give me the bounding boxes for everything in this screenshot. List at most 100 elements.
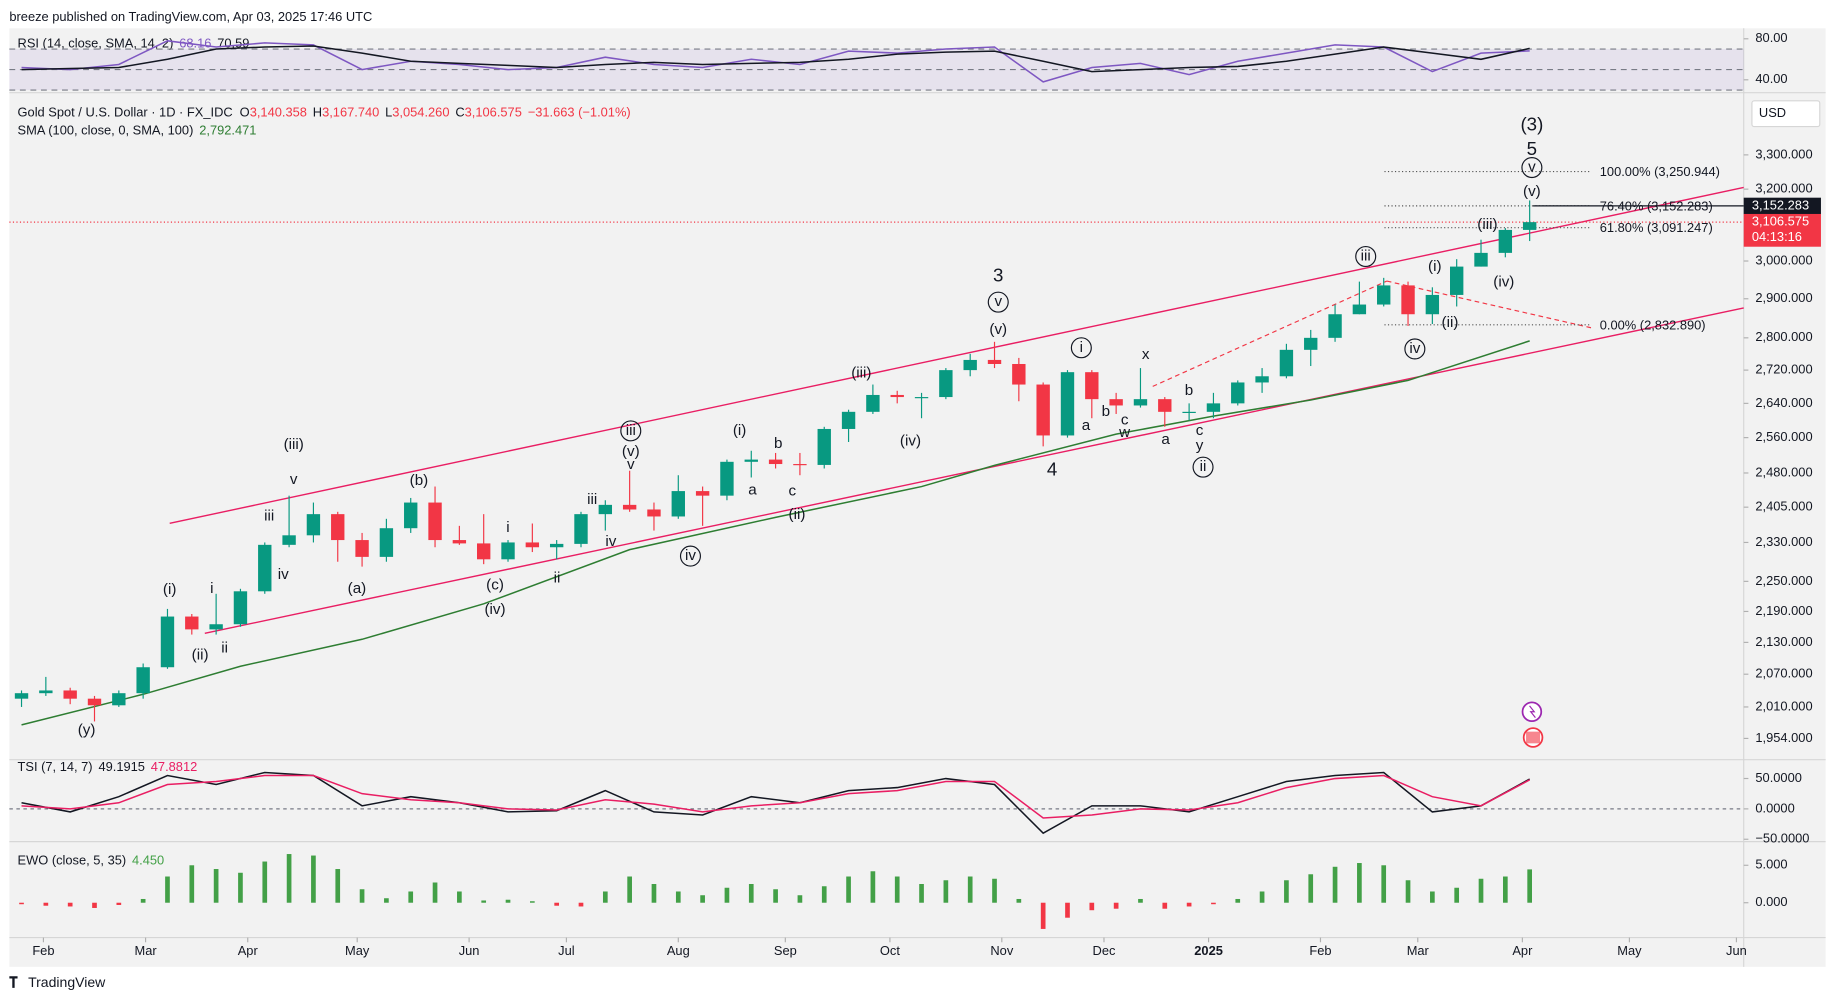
wave-label: ii [1200, 458, 1207, 475]
y-tick-label: 80.00 [1755, 30, 1787, 45]
candle-body [87, 698, 102, 706]
wave-label: v [627, 456, 635, 473]
candle-body [793, 464, 807, 466]
candle-body [1182, 411, 1196, 413]
histogram-bar [1211, 902, 1216, 905]
wave-label: (ii) [1442, 314, 1459, 331]
histogram-bar [92, 902, 97, 908]
wave-label: b [1102, 403, 1110, 420]
candle-body [671, 491, 685, 517]
candle-body [1449, 266, 1464, 295]
wave-label: ii [221, 640, 228, 657]
candle-body [477, 543, 491, 560]
candle-body [136, 667, 150, 694]
candle-body [914, 397, 929, 399]
fib-label: 100.00% (3,250.944) [1600, 164, 1720, 179]
wave-label: a [1161, 431, 1170, 448]
brand-logo [9, 976, 18, 988]
histogram-bar [432, 882, 438, 903]
x-tick-label: Sep [774, 943, 797, 958]
wave-label: (ii) [789, 506, 806, 523]
histogram-bar [1527, 869, 1533, 903]
wave-label: iii [1361, 248, 1371, 265]
currency-box[interactable] [1751, 100, 1821, 128]
candle-body [1279, 349, 1294, 377]
candle-body [1060, 372, 1075, 436]
histogram-bar [505, 899, 511, 903]
wave-circle [1355, 245, 1377, 268]
legend-value: 3,167.740 [322, 105, 379, 120]
candle-body [379, 528, 394, 557]
histogram-bar [846, 876, 851, 903]
y-tick-label: 3,200.000 [1755, 181, 1812, 196]
x-tick-label: Jun [459, 943, 480, 958]
wave-label: b [774, 435, 782, 452]
histogram-bar [384, 898, 389, 903]
wave-label: (a) [348, 580, 367, 597]
x-tick-label: May [345, 943, 370, 958]
y-tick-label: 2,070.000 [1755, 666, 1812, 681]
wave-label: (b) [410, 472, 429, 489]
candle-body [14, 693, 29, 699]
legend-key: L [385, 105, 392, 120]
histogram-bar [262, 861, 268, 903]
histogram-bar [165, 876, 170, 903]
histogram-bar [1065, 902, 1070, 918]
candle-body [1328, 314, 1342, 338]
wave-label: c [1196, 422, 1204, 439]
candle-body [939, 370, 953, 398]
histogram-bar [919, 884, 924, 903]
wave-label: (iii) [1477, 216, 1497, 233]
candle-body [1133, 399, 1148, 406]
candle-body [233, 591, 248, 625]
wave-label: iv [605, 533, 616, 550]
candle-body [39, 690, 53, 694]
trend-dashed [1152, 280, 1388, 387]
candle-body [890, 394, 904, 398]
y-tick-label: 2,405.000 [1755, 499, 1812, 514]
pane-legend: TSI (7, 14, 7) 49.1915 47.8812 [18, 759, 198, 774]
sma-legend: SMA (100, close, 0, SMA, 100) 2,792.471 [18, 123, 257, 138]
legend-value: 3,106.575 [465, 105, 522, 120]
x-tick-label: Apr [238, 943, 259, 958]
candle-body [501, 542, 515, 560]
y-tick-label: 2,720.000 [1755, 362, 1812, 377]
x-tick-label: Oct [880, 943, 900, 958]
histogram-bar [1284, 880, 1289, 903]
candle-body [1158, 399, 1172, 412]
currency: USD [1759, 105, 1786, 120]
candle-body [963, 359, 977, 371]
sma-value: 2,792.471 [199, 123, 256, 138]
legend-title: Gold Spot / U.S. Dollar · 1D · FX_IDC [18, 105, 233, 120]
histogram-bar [67, 902, 73, 907]
wave-label: v [290, 471, 298, 488]
histogram-bar [189, 865, 195, 903]
y-tick-label: 2,900.000 [1755, 290, 1812, 305]
histogram-bar [1478, 878, 1484, 903]
trend-dashed [1386, 280, 1592, 329]
pane-legend: EWO (close, 5, 35) 4.450 [18, 853, 165, 868]
wave-label: (3) [1520, 113, 1543, 134]
wave-label: iv [685, 547, 696, 564]
candle-body [282, 535, 296, 545]
wave-label: (i) [163, 581, 177, 598]
histogram-bar [602, 891, 608, 903]
histogram-bar [43, 902, 49, 906]
candle-body [258, 544, 272, 592]
event-icon-glyph [1529, 705, 1536, 718]
candle-body [63, 690, 77, 699]
histogram-bar [1357, 863, 1362, 903]
x-tick-label: May [1617, 943, 1642, 958]
y-tick-label: 1,954.000 [1755, 730, 1812, 745]
histogram-bar [1405, 880, 1411, 903]
candle-body [1352, 304, 1367, 315]
wave-label: 4 [1047, 459, 1057, 480]
countdown: 04:13:16 [1752, 229, 1802, 244]
candle-body [404, 502, 418, 529]
histogram-bar [1113, 902, 1119, 909]
histogram-bar [481, 900, 487, 903]
candle-body [1231, 382, 1245, 404]
candle-body [452, 540, 467, 544]
y-tick-label: 2,330.000 [1755, 534, 1812, 549]
histogram-bar [724, 887, 730, 903]
